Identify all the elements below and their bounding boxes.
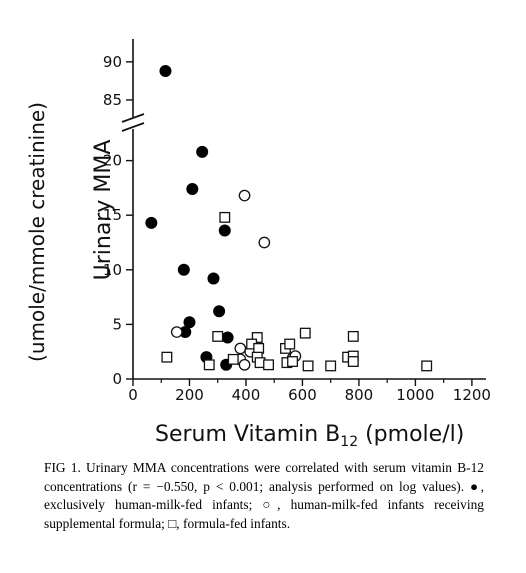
data-point-filled-circle [221,331,234,344]
data-point-filled-circle [145,216,158,229]
data-point-open-square [219,211,231,223]
data-point-open-circle [258,236,271,249]
x-axis-title-main: Serum Vitamin B [155,422,340,447]
y-tick-label: 10 [103,261,122,279]
chart-ticks: 0 200 400 600 800 1000 1200 0 5 10 15 20 85 90 [103,53,491,404]
y-axis-title-line1: Urinary MMA [91,140,116,281]
data-point-open-square [421,360,433,372]
data-point-open-square [347,330,359,342]
y-tick-label: 85 [103,91,122,109]
y-tick-label: 15 [103,206,122,224]
x-tick-label: 400 [232,386,261,404]
data-point-filled-circle [183,316,196,329]
data-point-open-circle [238,189,251,202]
data-point-open-square [203,359,215,371]
x-tick-label: 0 [128,386,138,404]
data-point-open-circle [238,358,251,371]
x-axis-title: Serum Vitamin B12 (pmole/l) [155,422,464,450]
data-point-open-square [251,332,263,343]
data-point-open-square [161,351,173,363]
chart-axes [121,39,486,380]
x-axis-title-subscript: 12 [340,434,358,450]
data-point-open-square [325,360,337,372]
chart-marks [145,65,433,372]
x-tick-label: 200 [175,386,204,404]
data-point-filled-circle [218,224,231,237]
x-tick-label: 600 [288,386,317,404]
data-point-filled-circle [177,263,190,276]
data-point-open-circle [234,342,247,355]
x-tick-label: 1000 [396,386,434,404]
data-point-open-square [284,338,296,350]
y-tick-label: 90 [103,53,122,71]
data-point-filled-circle [159,65,172,77]
data-point-open-square [212,330,224,342]
data-point-open-square [302,360,314,372]
y-axis-break-mark [121,113,145,123]
data-point-filled-circle [186,182,199,195]
y-tick-label: 5 [112,315,122,333]
scatter-chart: 0 200 400 600 800 1000 1200 0 5 10 15 20 85 90 Urinar… [25,39,491,450]
y-axis-title-line2: (umole/mmole creatinine) [25,102,49,362]
data-point-open-square [287,356,299,367]
data-point-open-square [347,356,359,367]
data-point-filled-circle [213,305,226,318]
y-axis-break-mark [121,122,145,132]
data-point-open-circle [170,326,183,338]
y-tick-label: 20 [103,152,122,170]
x-tick-label: 800 [345,386,374,404]
data-point-open-square [263,359,275,371]
data-point-filled-circle [196,145,209,158]
data-point-filled-circle [207,272,220,285]
data-point-open-square [227,353,239,365]
data-point-open-square [299,327,311,339]
x-tick-label: 1200 [453,386,491,404]
x-axis-title-suffix: (pmole/l) [358,422,464,447]
figure-caption: FIG 1. Urinary MMA concentrations were c… [44,460,484,531]
y-tick-label: 0 [112,370,122,388]
